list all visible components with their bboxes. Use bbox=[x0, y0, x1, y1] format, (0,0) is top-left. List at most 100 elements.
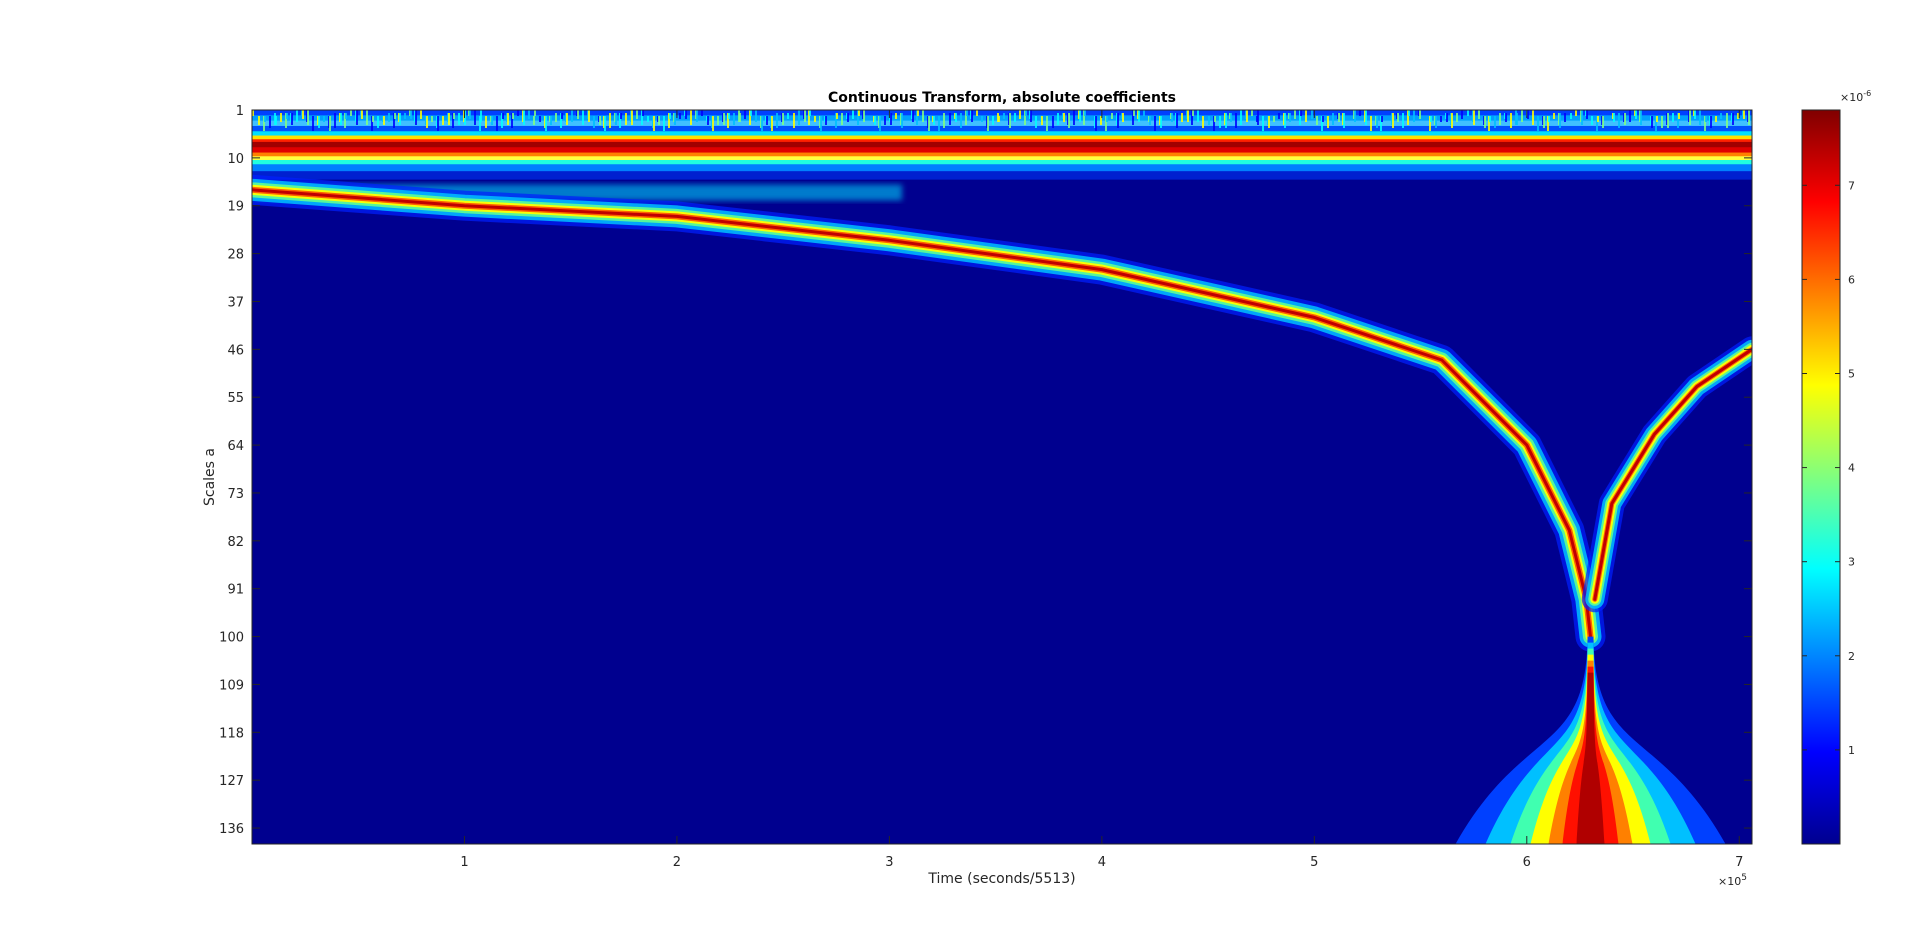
colorbar-tick-label: 6 bbox=[1848, 273, 1855, 286]
noise-speckle bbox=[571, 110, 573, 122]
noise-speckle bbox=[1354, 110, 1356, 122]
noise-speckle bbox=[350, 110, 352, 116]
noise-speckle bbox=[263, 116, 265, 131]
noise-speckle bbox=[323, 116, 325, 122]
noise-speckle bbox=[1338, 113, 1340, 122]
noise-speckle bbox=[1678, 113, 1680, 119]
noise-speckle bbox=[599, 116, 601, 125]
noise-speckle bbox=[1478, 110, 1480, 119]
noise-speckle bbox=[437, 116, 439, 131]
noise-speckle bbox=[1191, 110, 1193, 125]
noise-speckle bbox=[1359, 110, 1361, 116]
noise-speckle bbox=[507, 113, 509, 125]
colorbar-tick-label: 4 bbox=[1848, 462, 1855, 475]
y-tick-label: 82 bbox=[227, 535, 244, 550]
noise-speckle bbox=[1030, 110, 1032, 122]
noise-speckle bbox=[1009, 113, 1011, 128]
noise-speckle bbox=[938, 116, 940, 131]
noise-speckle bbox=[420, 110, 422, 119]
noise-speckle bbox=[1473, 110, 1475, 125]
noise-speckle bbox=[696, 110, 698, 122]
x-tick-label: 7 bbox=[1735, 855, 1743, 870]
high-frequency-band-stripe bbox=[252, 125, 1752, 132]
noise-speckle bbox=[383, 116, 385, 125]
noise-speckle bbox=[1667, 113, 1669, 128]
noise-speckle bbox=[1672, 113, 1674, 122]
noise-speckle bbox=[1505, 113, 1507, 122]
colorbar-tick-label: 2 bbox=[1848, 650, 1855, 663]
noise-speckle bbox=[663, 116, 665, 131]
noise-speckle bbox=[1154, 116, 1156, 131]
noise-speckle bbox=[415, 110, 417, 125]
noise-speckle bbox=[280, 113, 282, 122]
noise-speckle bbox=[582, 110, 584, 125]
noise-speckle bbox=[943, 113, 945, 128]
noise-speckle bbox=[1570, 113, 1572, 119]
noise-speckle bbox=[1132, 110, 1134, 125]
noise-speckle bbox=[452, 113, 454, 128]
noise-speckle bbox=[307, 110, 309, 125]
noise-speckle bbox=[636, 110, 638, 119]
noise-speckle bbox=[274, 113, 276, 125]
noise-speckle bbox=[1003, 113, 1005, 119]
noise-speckle bbox=[1262, 116, 1264, 131]
noise-speckle bbox=[858, 110, 860, 116]
noise-speckle bbox=[1219, 116, 1221, 128]
noise-speckle bbox=[312, 116, 314, 131]
noise-speckle bbox=[971, 110, 973, 122]
noise-speckle bbox=[1299, 110, 1301, 125]
noise-speckle bbox=[1311, 110, 1313, 119]
noise-speckle bbox=[997, 113, 999, 122]
x-tick-label: 1 bbox=[460, 855, 468, 870]
noise-speckle bbox=[458, 113, 460, 125]
noise-speckle bbox=[1451, 113, 1453, 128]
noise-speckle bbox=[566, 113, 568, 125]
noise-speckle bbox=[966, 110, 968, 116]
y-tick-label: 64 bbox=[227, 439, 244, 454]
noise-speckle bbox=[1743, 110, 1745, 119]
noise-speckle bbox=[1343, 113, 1345, 128]
noise-speckle bbox=[619, 113, 621, 128]
y-tick-label: 1 bbox=[236, 104, 244, 119]
noise-speckle bbox=[987, 116, 989, 131]
noise-speckle bbox=[1446, 113, 1448, 122]
noise-speckle bbox=[1273, 116, 1275, 122]
y-tick-label: 10 bbox=[227, 152, 244, 167]
descending-chirp-ridge bbox=[252, 188, 1592, 639]
noise-speckle bbox=[1117, 113, 1119, 128]
noise-speckle bbox=[588, 110, 590, 122]
noise-speckle bbox=[491, 116, 493, 125]
noise-speckle bbox=[1732, 113, 1734, 125]
noise-speckle bbox=[949, 113, 951, 125]
noise-speckle bbox=[674, 113, 676, 125]
x-tick-label: 6 bbox=[1523, 855, 1531, 870]
noise-speckle bbox=[1521, 110, 1523, 122]
high-frequency-band-stripe bbox=[252, 152, 1752, 157]
noise-speckle bbox=[1073, 110, 1075, 125]
noise-speckle bbox=[1235, 113, 1237, 128]
noise-speckle bbox=[1084, 110, 1086, 116]
noise-speckle bbox=[426, 116, 428, 128]
noise-speckle bbox=[258, 116, 260, 125]
noise-speckle bbox=[371, 116, 373, 131]
noise-speckle bbox=[679, 113, 681, 119]
noise-speckle bbox=[1629, 110, 1631, 122]
noise-speckle bbox=[707, 116, 709, 125]
x-axis: 1 2 3 4 5 6 7 bbox=[460, 110, 1743, 870]
noise-speckle bbox=[1289, 113, 1291, 122]
noise-speckle bbox=[561, 113, 563, 119]
noise-speckle bbox=[782, 113, 784, 125]
high-frequency-band-stripe bbox=[252, 131, 1752, 137]
noise-speckle bbox=[1715, 116, 1717, 122]
noise-speckle bbox=[1225, 113, 1227, 128]
noise-speckle bbox=[1240, 110, 1242, 125]
noise-speckle bbox=[1397, 113, 1399, 122]
noise-speckle bbox=[404, 113, 406, 119]
noise-speckle bbox=[577, 110, 579, 119]
noise-speckle bbox=[798, 110, 800, 125]
noise-speckle bbox=[825, 116, 827, 125]
noise-speckle bbox=[1704, 116, 1706, 131]
noise-speckle bbox=[1268, 116, 1270, 128]
noise-speckle bbox=[469, 110, 471, 119]
